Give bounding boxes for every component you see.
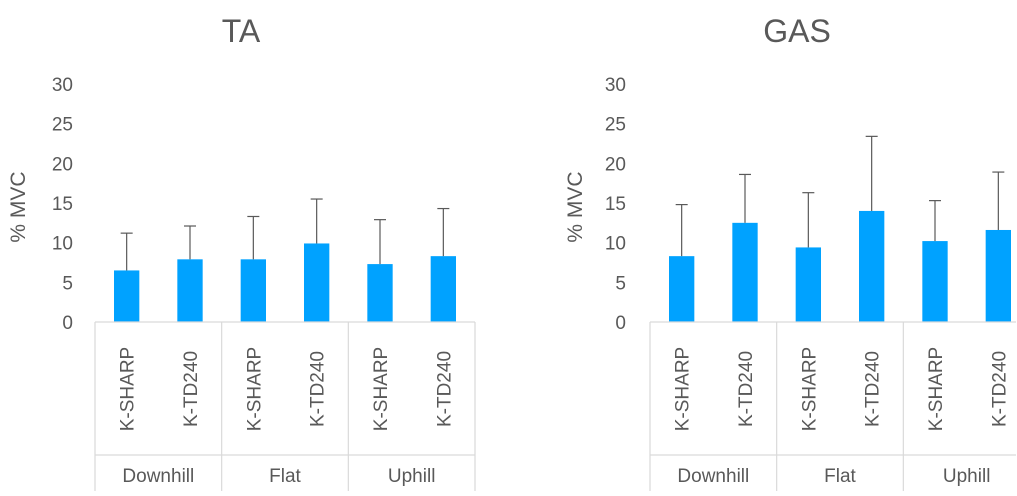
bar [985, 229, 1011, 322]
bar [177, 259, 203, 322]
y-tick-label: 10 [605, 234, 626, 255]
bar [795, 247, 821, 322]
bar [859, 210, 885, 322]
y-tick-label: 30 [52, 75, 73, 96]
y-tick-label: 25 [605, 115, 626, 136]
chart-0: TA % MVC 0 5 10 15 20 25 30 Downhill Flat Uphill K-S… [7, 13, 476, 491]
bar [669, 256, 695, 322]
x-tick-label: K-SHARP [118, 347, 139, 431]
group-label: Uphill [943, 466, 991, 487]
y-tick-label: 30 [605, 75, 626, 96]
group-label: Uphill [388, 466, 436, 487]
x-tick-label: K-TD240 [308, 351, 329, 427]
x-tick-label: K-SHARP [244, 347, 265, 431]
x-tick-label: K-TD240 [863, 351, 884, 427]
bar [367, 264, 393, 322]
x-tick-label: K-TD240 [434, 351, 455, 427]
chart-title: GAS [763, 13, 831, 49]
x-tick-label: K-SHARP [799, 347, 820, 431]
x-tick-label: K-SHARP [371, 347, 392, 431]
x-tick-label: K-TD240 [736, 351, 757, 427]
group-label: Downhill [122, 466, 194, 487]
y-tick-label: 5 [62, 273, 73, 294]
y-axis-label: % MVC [7, 171, 30, 242]
chart-title: TA [222, 13, 261, 49]
bar [430, 256, 456, 322]
x-tick-label: K-TD240 [989, 351, 1010, 427]
y-tick-label: 15 [52, 194, 73, 215]
bar [732, 222, 758, 322]
bar [114, 270, 140, 322]
y-tick-label: 0 [615, 313, 626, 334]
group-label: Flat [824, 466, 856, 487]
y-tick-label: 15 [605, 194, 626, 215]
y-tick-label: 10 [52, 234, 73, 255]
y-axis-label: % MVC [564, 171, 587, 242]
x-tick-label: K-SHARP [926, 347, 947, 431]
bar [240, 259, 266, 322]
x-tick-label: K-SHARP [673, 347, 694, 431]
y-tick-label: 20 [52, 154, 73, 175]
y-tick-label: 5 [615, 273, 626, 294]
bar [922, 241, 948, 322]
bar [304, 243, 330, 322]
y-tick-label: 0 [62, 313, 73, 334]
group-label: Flat [269, 466, 301, 487]
chart-1: GAS % MVC 0 5 10 15 20 25 30 Downhill Flat Uphill K-… [564, 13, 1016, 491]
x-tick-label: K-TD240 [181, 351, 202, 427]
group-label: Downhill [677, 466, 749, 487]
y-tick-label: 25 [52, 115, 73, 136]
y-tick-label: 20 [605, 154, 626, 175]
